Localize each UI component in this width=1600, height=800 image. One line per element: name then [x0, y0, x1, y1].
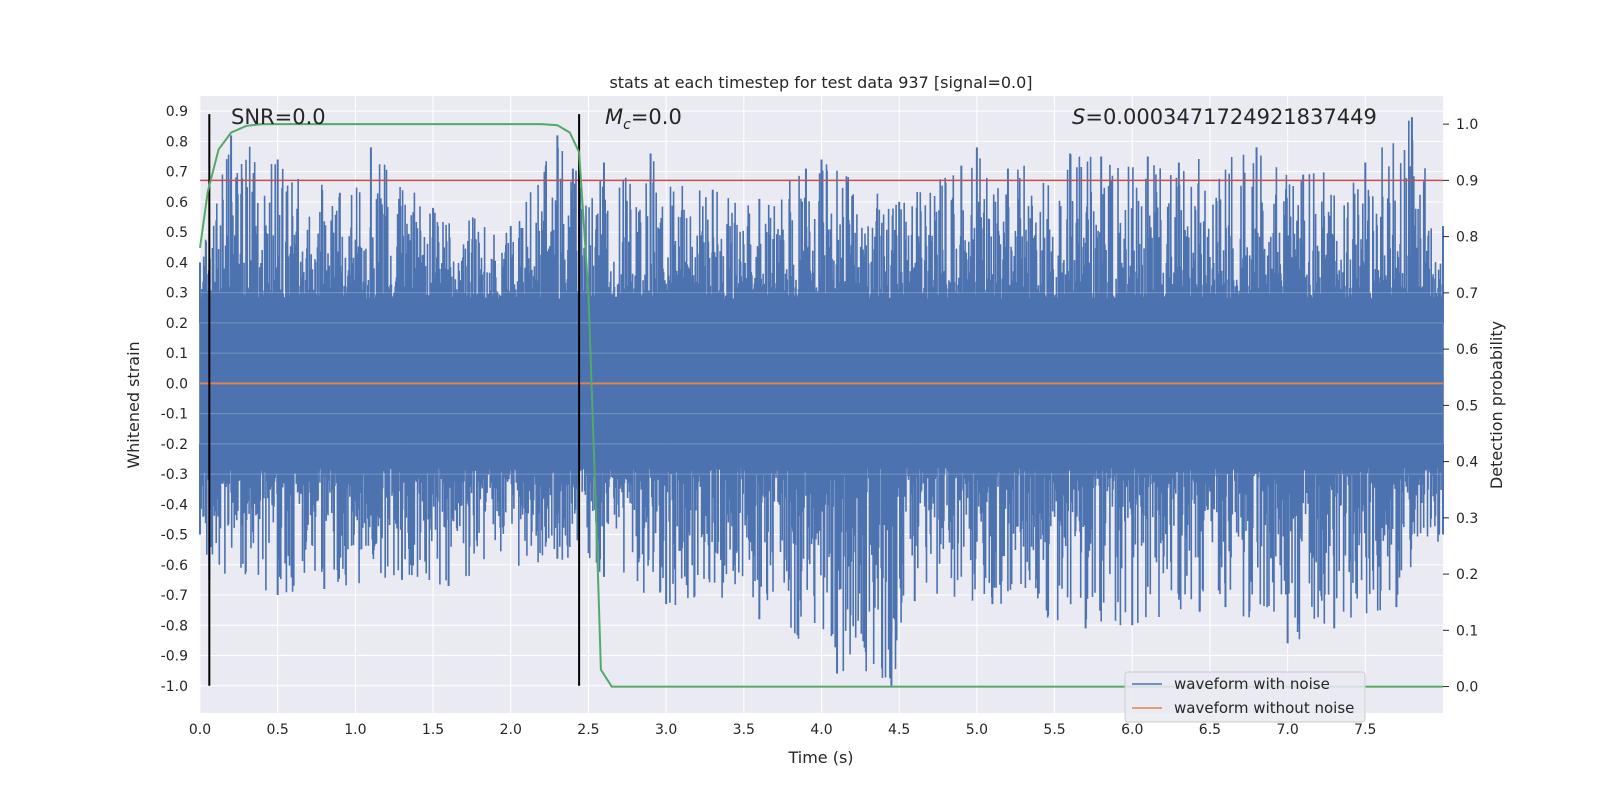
x-tick-label: 0.5 [267, 722, 289, 738]
x-tick-label: 3.5 [733, 722, 755, 738]
y2-tick-label: 0.8 [1456, 230, 1478, 246]
y2-tick-label: 0.9 [1456, 173, 1478, 189]
x-tick-label: 2.5 [577, 722, 599, 738]
x-tick-label: 5.0 [966, 722, 988, 738]
y-tick-label: 0.3 [166, 286, 188, 302]
y-tick-label: -0.6 [161, 558, 188, 574]
legend-label-noise: waveform with noise [1174, 675, 1330, 693]
y-axis-label: Whitened strain [124, 341, 143, 468]
x-tick-label: 1.5 [422, 722, 444, 738]
y-tick-label: -0.7 [161, 588, 188, 604]
y2-tick-label: 0.4 [1456, 455, 1478, 471]
legend-label-clean: waveform without noise [1174, 699, 1354, 717]
x-tick-label: 6.5 [1199, 722, 1221, 738]
y-tick-label: 0.2 [166, 316, 188, 332]
y-tick-label: 0.1 [166, 346, 188, 362]
chirp-mass-subscript: c [623, 117, 631, 133]
s-value: =0.0003471724921837449 [1085, 105, 1377, 129]
y2-tick-label: 0.7 [1456, 286, 1478, 302]
y2-tick-label: 0.2 [1456, 567, 1478, 583]
y-tick-label: -0.1 [161, 407, 188, 423]
x-tick-label: 3.0 [655, 722, 677, 738]
chirp-mass-annotation: Mc=0.0 [605, 105, 682, 133]
y2-tick-label: 0.1 [1456, 623, 1478, 639]
y2-axis-label: Detection probability [1487, 321, 1506, 489]
y-tick-label: 0.9 [166, 104, 188, 120]
x-tick-label: 0.0 [189, 722, 211, 738]
y-tick-label: 0.8 [166, 134, 188, 150]
y-tick-label: 0.6 [166, 195, 188, 211]
x-tick-label: 2.0 [500, 722, 522, 738]
y-tick-label: -0.4 [161, 497, 188, 513]
x-tick-label: 4.0 [810, 722, 832, 738]
axes: 0.0 0.5 1.0 1.5 2.0 2.5 3.0 3.5 4.0 4.5 5.0 5.5 6.0 6… [161, 104, 1479, 738]
y-tick-label: 0.7 [166, 165, 188, 181]
x-tick-label: 6.0 [1121, 722, 1143, 738]
chirp-mass-symbol: M [605, 105, 623, 129]
legend: waveform with noise waveform without noi… [1124, 671, 1366, 723]
x-tick-label: 5.5 [1043, 722, 1065, 738]
chirp-mass-value: =0.0 [631, 105, 682, 129]
snr-annotation: SNR=0.0 [231, 105, 326, 129]
y2-tick-label: 0.5 [1456, 398, 1478, 414]
x-tick-label: 7.0 [1276, 722, 1298, 738]
s-symbol: S [1072, 105, 1085, 129]
s-annotation: S=0.0003471724921837449 [1072, 105, 1377, 129]
y-tick-label: -1.0 [161, 679, 188, 695]
legend-box [1124, 671, 1366, 723]
detection-probability-line [199, 123, 1443, 688]
x-tick-label: 4.5 [888, 722, 910, 738]
y-tick-label: -0.9 [161, 649, 188, 665]
plot-lines [199, 114, 1443, 688]
y-tick-label: -0.2 [161, 437, 188, 453]
y-tick-label: 0.5 [166, 225, 188, 241]
y2-tick-label: 1.0 [1456, 117, 1478, 133]
y-tick-label: 0.0 [166, 376, 188, 392]
x-axis-label: Time (s) [787, 748, 853, 767]
y-tick-label: -0.8 [161, 618, 188, 634]
x-tick-label: 1.0 [344, 722, 366, 738]
y-tick-label: 0.4 [166, 255, 188, 271]
y2-tick-label: 0.6 [1456, 342, 1478, 358]
y-tick-label: -0.3 [161, 467, 188, 483]
y2-tick-label: 0.3 [1456, 511, 1478, 527]
chart-title: stats at each timestep for test data 937… [609, 73, 1032, 92]
x-tick-label: 7.5 [1354, 722, 1376, 738]
y-tick-label: -0.5 [161, 528, 188, 544]
y2-tick-label: 0.0 [1456, 680, 1478, 696]
